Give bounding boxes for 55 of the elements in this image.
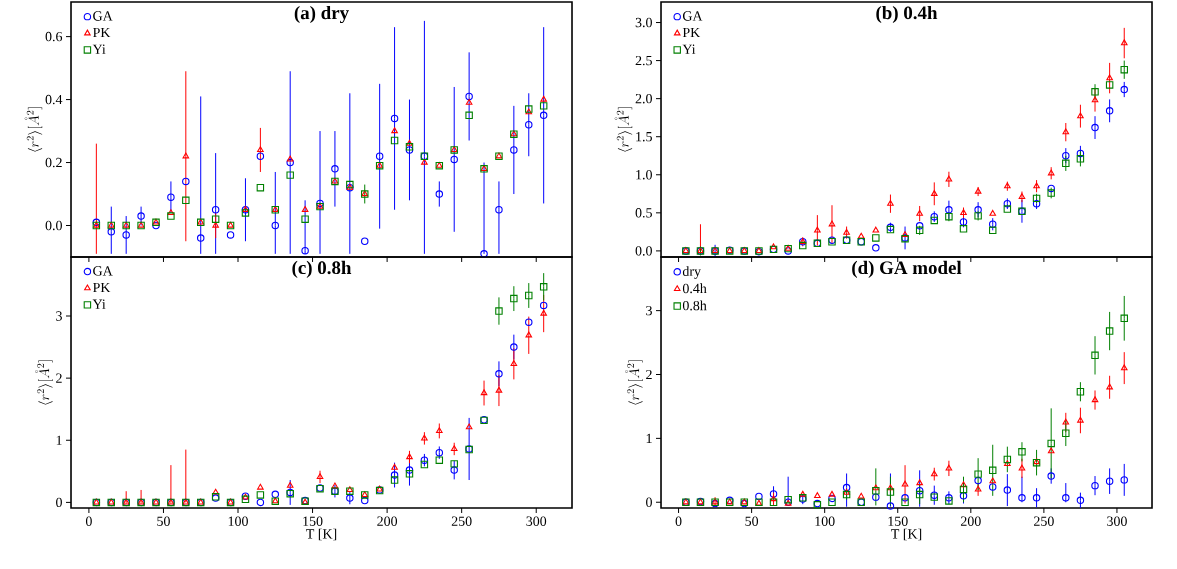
legend-label: GA — [93, 266, 113, 276]
legend-label: GA — [93, 11, 113, 21]
x-tick-label: 0 — [675, 516, 682, 526]
x-tick-label: 200 — [960, 516, 981, 526]
legend-label: Yi — [92, 299, 106, 309]
y-tick-label: 0.6 — [45, 31, 63, 42]
x-tick-label: 0 — [85, 516, 92, 526]
legend-label: 0.8h — [682, 300, 707, 311]
legend-label: 0.4h — [682, 283, 707, 294]
y-tick-label: 2.5 — [635, 55, 652, 66]
y-axis-title: $\langle r^2\rangle[\mathring{A}^2]$ — [35, 360, 53, 405]
x-tick-label: 50 — [745, 516, 759, 526]
y-tick-label: 0 — [56, 497, 62, 508]
x-tick-label: 300 — [1107, 516, 1127, 526]
x-tick-label: 50 — [157, 516, 170, 526]
legend-label: PK — [682, 27, 701, 38]
x-tick-label: 250 — [1034, 516, 1054, 526]
x-tick-label: 100 — [228, 516, 248, 526]
x-tick-label: 300 — [526, 516, 547, 526]
y-tick-label: 2 — [646, 369, 652, 380]
x-tick-label: 200 — [377, 516, 398, 526]
y-axis-title: $\langle r^2\rangle[\mathring{A}^2]$ — [614, 107, 633, 152]
y-tick-label: 1.0 — [636, 170, 652, 180]
x-tick-label: 250 — [451, 516, 472, 526]
y-tick-label: 3 — [646, 305, 652, 316]
legend-label: Yi — [92, 44, 106, 54]
y-tick-label: 0.4 — [45, 94, 63, 105]
y-axis-title: $\langle r^2\rangle[\mathring{A}^2]$ — [625, 360, 643, 405]
chart-title: (a) dry — [294, 5, 349, 24]
y-tick-label: 0.0 — [45, 220, 62, 231]
y-axis-title: $\langle r^2\rangle[\mathring{A}^2]$ — [24, 107, 43, 152]
legend-label: dry — [682, 266, 701, 279]
y-tick-label: 1 — [646, 433, 652, 443]
x-tick-label: 150 — [303, 516, 323, 526]
y-tick-label: 2.0 — [635, 93, 652, 104]
chart-title: (c) 0.8h — [292, 260, 352, 278]
y-tick-label: 0.5 — [635, 208, 652, 218]
y-tick-label: 2 — [56, 373, 62, 383]
y-tick-label: 3 — [56, 311, 62, 321]
legend-label: PK — [93, 282, 111, 293]
legend-label: Yi — [682, 44, 696, 54]
y-tick-label: 0 — [646, 497, 652, 507]
x-axis-title: T [K] — [306, 528, 337, 541]
y-tick-label: 0.0 — [635, 246, 652, 256]
y-tick-label: 0.2 — [45, 157, 62, 168]
chart-title: (d) GA model — [852, 260, 962, 278]
chart-title: (b) 0.4h — [876, 5, 938, 24]
y-tick-label: 1.5 — [636, 132, 652, 142]
x-tick-label: 100 — [815, 516, 835, 526]
x-tick-label: 150 — [888, 516, 908, 526]
legend-label: PK — [93, 27, 111, 38]
x-axis-title: T [K] — [891, 528, 922, 541]
legend-label: GA — [682, 11, 703, 21]
y-tick-label: 1 — [56, 435, 62, 445]
y-tick-label: 3.0 — [635, 17, 652, 28]
